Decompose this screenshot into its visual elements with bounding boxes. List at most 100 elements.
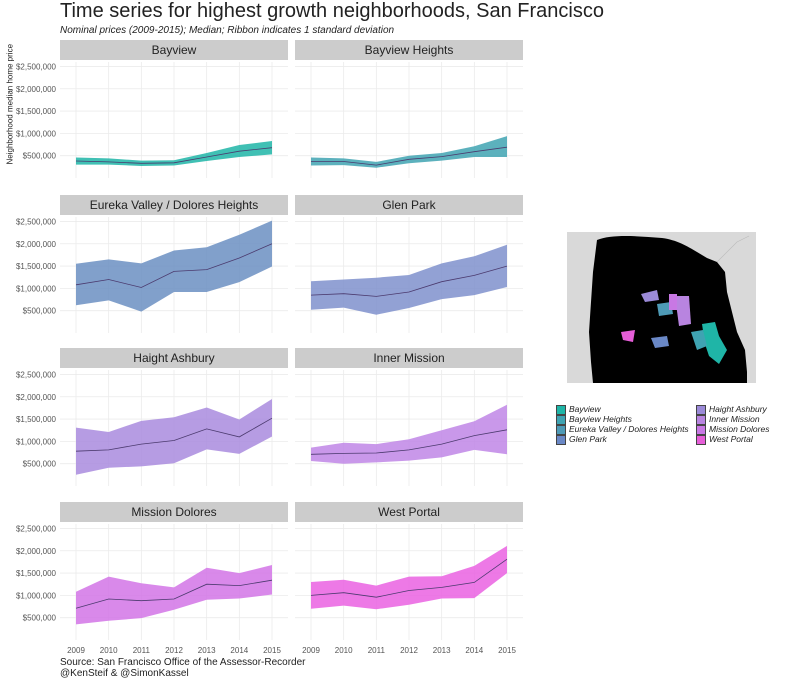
y-tick-label: $2,500,000 [16, 217, 57, 226]
legend-swatch [556, 424, 566, 435]
y-tick-label: $1,500,000 [16, 415, 57, 424]
facet-strip [60, 502, 288, 522]
series-median-line [310, 265, 508, 297]
legend-swatch [696, 424, 706, 435]
chart-caption: Source: San Francisco Office of the Asse… [60, 657, 305, 679]
y-tick-label: $2,000,000 [16, 393, 57, 402]
series-ribbon [76, 220, 272, 312]
series-ribbon [76, 399, 272, 475]
legend-label: Bayview Heights [569, 414, 632, 424]
series-median-line [75, 243, 273, 288]
map-glen-park-region [651, 336, 669, 348]
caption-authors: @KenSteif & @SimonKassel [60, 668, 189, 679]
x-tick-label: 2013 [198, 646, 216, 655]
map-bay-edge [716, 235, 750, 263]
facet-strip-label: Mission Dolores [131, 505, 216, 519]
x-tick-label: 2013 [433, 646, 451, 655]
y-tick-label: $1,000,000 [16, 284, 57, 293]
map-bayview-region [702, 322, 727, 364]
y-tick-label: $500,000 [23, 152, 57, 161]
facet-strip-label: Inner Mission [373, 351, 444, 365]
y-tick-label: $2,000,000 [16, 85, 57, 94]
series-ribbon [311, 136, 507, 168]
chart-subtitle: Nominal prices (2009-2015); Median; Ribb… [60, 25, 395, 36]
x-tick-label: 2012 [165, 646, 183, 655]
legend-item: Mission Dolores [696, 424, 769, 435]
y-tick-label: $500,000 [23, 614, 57, 623]
y-tick-label: $500,000 [23, 460, 57, 469]
series-median-line [75, 579, 273, 609]
x-tick-label: 2014 [465, 646, 483, 655]
legend-swatch [556, 404, 566, 415]
y-tick-label: $2,000,000 [16, 240, 57, 249]
x-tick-label: 2015 [498, 646, 516, 655]
y-tick-label: $1,500,000 [16, 107, 57, 116]
map-inner-mission-region [675, 296, 691, 326]
series-median-line [75, 147, 273, 164]
facet-strip-label: West Portal [378, 505, 440, 519]
map-haight-ashbury-region [641, 290, 659, 302]
y-tick-label: $500,000 [23, 307, 57, 316]
facet-strip-label: Eureka Valley / Dolores Heights [90, 198, 259, 212]
series-median-line [311, 146, 508, 166]
map-west-portal-region [621, 330, 635, 342]
facet-strip [60, 195, 288, 215]
legend-swatch [696, 414, 706, 425]
facet-strip [295, 40, 523, 60]
facet-strip [295, 348, 523, 368]
legend-swatch [696, 434, 706, 445]
facet-strip [295, 195, 523, 215]
legend-label: Inner Mission [709, 414, 760, 424]
legend-item: Bayview [556, 404, 601, 415]
legend-item: Inner Mission [696, 414, 760, 425]
legend-item: West Portal [696, 434, 753, 445]
series-ribbon [76, 141, 272, 166]
x-tick-label: 2015 [263, 646, 281, 655]
x-tick-label: 2011 [368, 646, 386, 655]
facet-strip-label: Bayview Heights [365, 43, 454, 57]
map-mission-dolores-region [669, 294, 677, 310]
legend-label: Mission Dolores [709, 424, 770, 434]
y-tick-label: $2,500,000 [16, 524, 57, 533]
legend-swatch [556, 414, 566, 425]
facet-strip [60, 40, 288, 60]
neighborhood-map [567, 232, 756, 383]
series-ribbon [311, 404, 507, 464]
series-ribbon [311, 244, 507, 315]
y-tick-label: $1,500,000 [16, 262, 57, 271]
series-median-line [310, 429, 508, 455]
series-ribbon [76, 565, 272, 625]
legend-label: Haight Ashbury [709, 404, 767, 414]
x-tick-label: 2014 [230, 646, 248, 655]
facet-strip-label: Glen Park [382, 198, 436, 212]
y-tick-label: $1,000,000 [16, 591, 57, 600]
caption-source: Source: San Francisco Office of the Asse… [60, 657, 306, 668]
facet-strip [295, 502, 523, 522]
legend-item: Eureka Valley / Dolores Heights [556, 424, 689, 435]
x-tick-label: 2012 [400, 646, 418, 655]
y-tick-label: $2,500,000 [16, 370, 57, 379]
y-tick-label: $2,500,000 [16, 62, 57, 71]
legend-item: Haight Ashbury [696, 404, 767, 415]
x-tick-label: 2010 [100, 646, 118, 655]
x-tick-label: 2009 [302, 646, 320, 655]
facet-strip-label: Haight Ashbury [133, 351, 214, 365]
y-tick-label: $1,500,000 [16, 569, 57, 578]
y-tick-label: $1,000,000 [16, 129, 57, 138]
series-median-line [310, 558, 508, 598]
y-tick-label: $1,000,000 [16, 437, 57, 446]
x-tick-label: 2011 [133, 646, 151, 655]
y-tick-label: $2,000,000 [16, 547, 57, 556]
x-tick-label: 2010 [335, 646, 353, 655]
legend-swatch [556, 434, 566, 445]
legend-item: Glen Park [556, 434, 607, 445]
legend-label: Bayview [569, 404, 601, 414]
facet-strip [60, 348, 288, 368]
series-median-line [75, 417, 273, 452]
legend-item: Bayview Heights [556, 414, 632, 425]
map-bayview-heights-region [691, 330, 707, 350]
legend-label: Eureka Valley / Dolores Heights [569, 424, 689, 434]
legend-swatch [696, 404, 706, 415]
x-tick-label: 2009 [67, 646, 85, 655]
